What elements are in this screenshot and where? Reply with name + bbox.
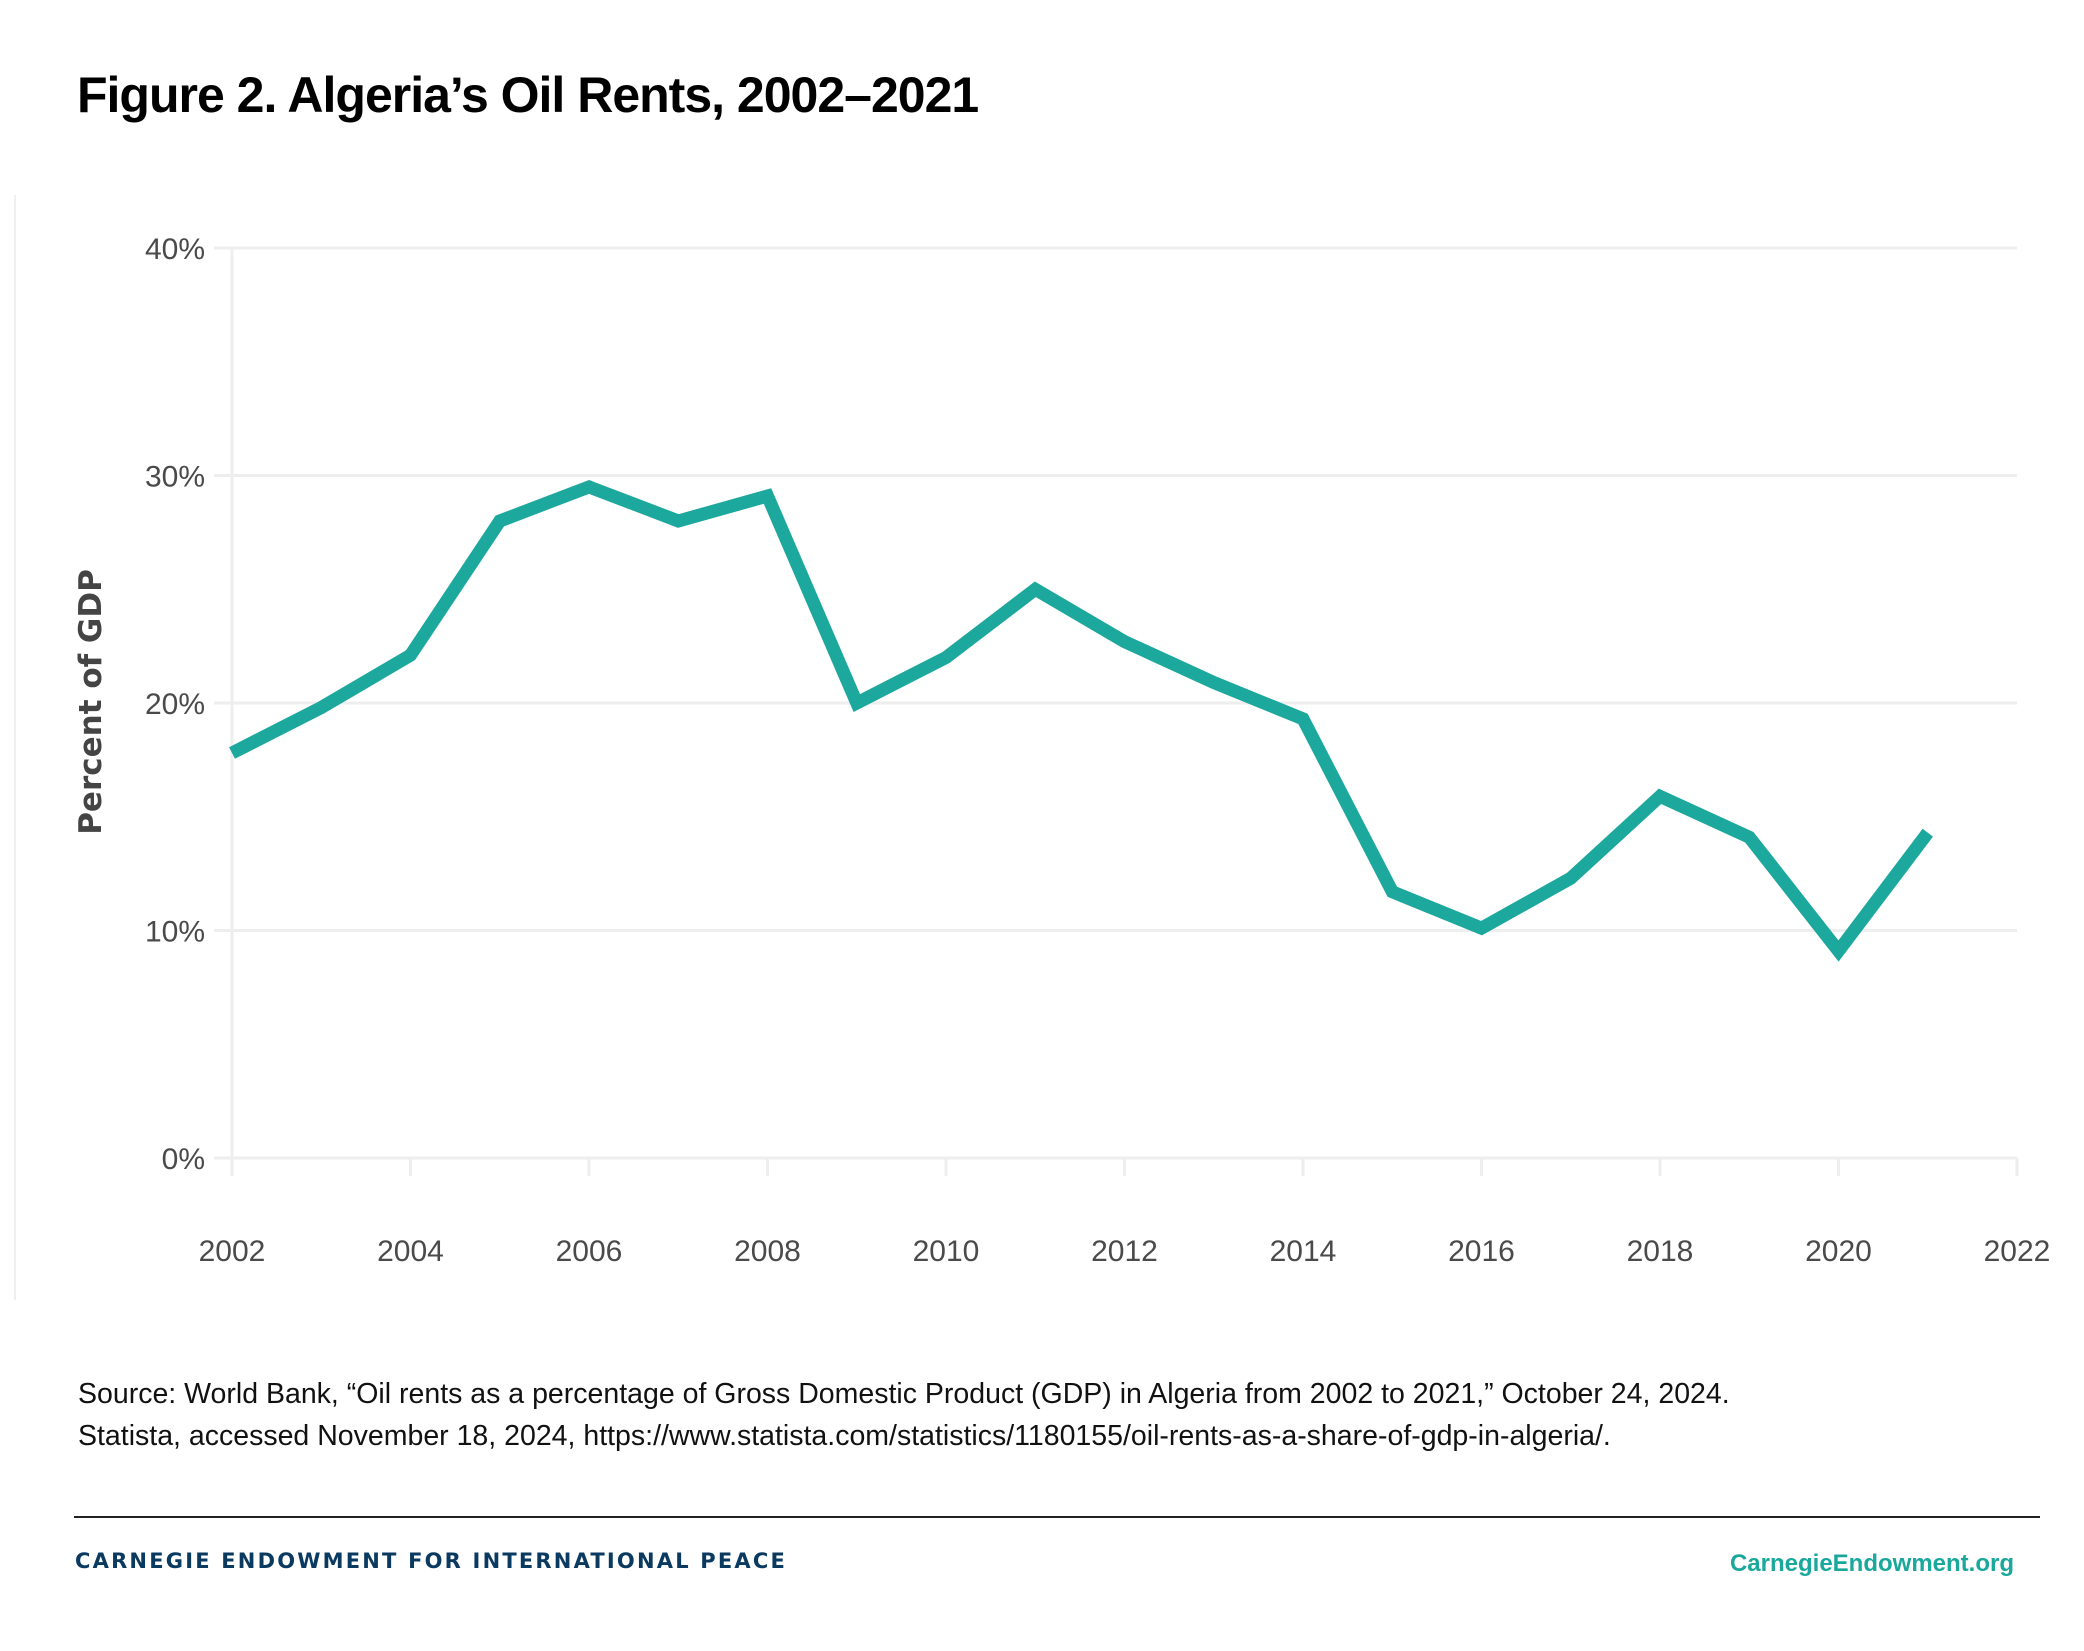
x-tick-label: 2004	[377, 1235, 444, 1268]
y-tick-label: 40%	[145, 233, 205, 266]
footer-website-link[interactable]: CarnegieEndowment.org	[1729, 1550, 2014, 1577]
series-line	[229, 479, 1933, 962]
x-tick-label: 2010	[913, 1235, 980, 1268]
x-axis: 2002 2004 2006 2008 2010 2012 2014 2016 2018 2020…	[199, 1158, 2051, 1268]
x-tick-label: 2020	[1805, 1235, 1872, 1268]
y-tick-label: 0%	[162, 1143, 205, 1176]
source-line-2: Statista, accessed November 18, 2024, ht…	[78, 1420, 1611, 1452]
gridlines	[214, 246, 2017, 1160]
x-tick-label: 2014	[1270, 1235, 1337, 1268]
panel-border	[14, 195, 16, 1300]
chart-title: Figure 2. Algeria’s Oil Rents, 2002–2021	[77, 67, 979, 123]
y-axis-title: Percent of GDP	[73, 569, 109, 835]
footer-divider	[74, 1516, 2040, 1518]
source-note: Source: World Bank, “Oil rents as a perc…	[78, 1373, 1730, 1457]
x-tick-label: 2016	[1448, 1235, 1515, 1268]
x-tick-label: 2012	[1091, 1235, 1158, 1268]
line-chart: 2002 2004 2006 2008 2010 2012 2014 2016 2018 2020…	[73, 233, 2051, 1268]
x-tick-label: 2006	[556, 1235, 623, 1268]
footer-brand: CARNEGIE ENDOWMENT FOR INTERNATIONAL PEA…	[75, 1549, 788, 1573]
y-tick-label: 20%	[145, 688, 205, 721]
series-group	[229, 479, 1933, 962]
x-tick-label: 2018	[1627, 1235, 1694, 1268]
source-line-1: Source: World Bank, “Oil rents as a perc…	[78, 1378, 1730, 1410]
x-tick-label: 2022	[1984, 1235, 2051, 1268]
x-tick-label: 2008	[734, 1235, 801, 1268]
y-tick-label: 30%	[145, 461, 205, 494]
y-tick-label: 10%	[145, 916, 205, 949]
x-tick-label: 2002	[199, 1235, 266, 1268]
y-axis: 0% 10% 20% 30% 40%	[145, 233, 234, 1176]
